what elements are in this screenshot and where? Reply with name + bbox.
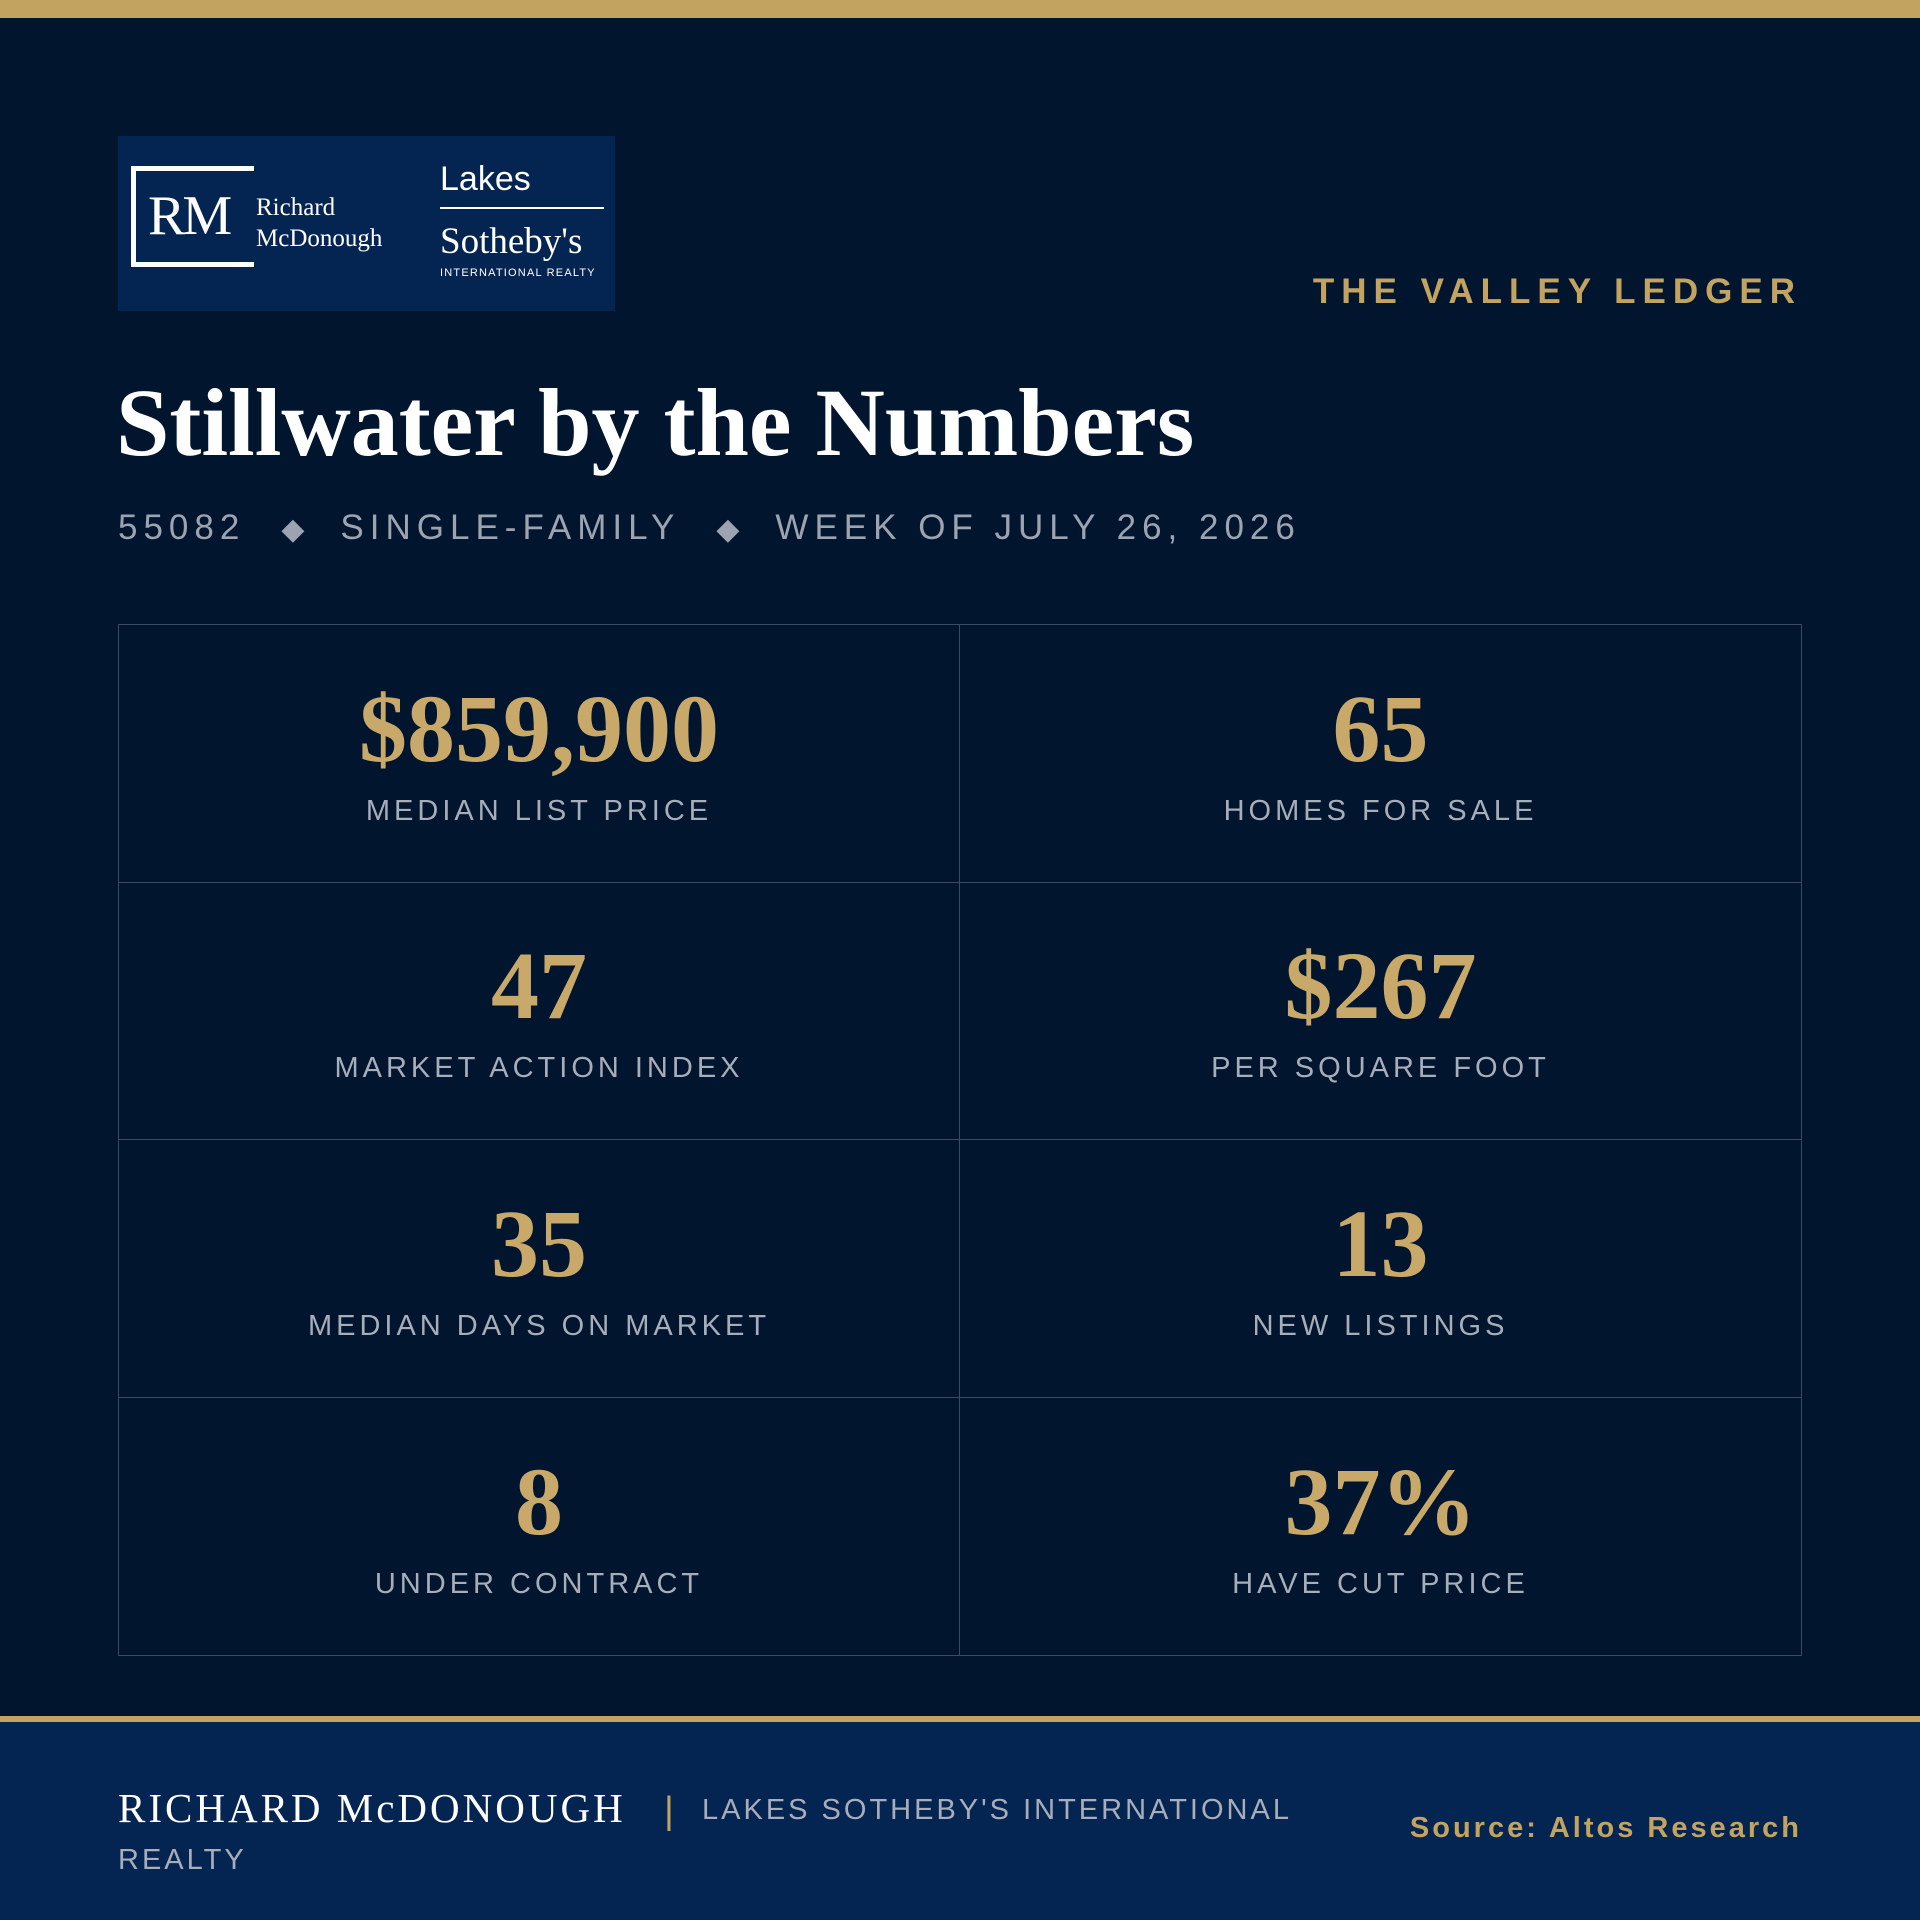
footer: RICHARD McDONOUGH | LAKES SOTHEBY'S INTE…	[0, 1716, 1920, 1920]
stat-new-listings: 13 NEW LISTINGS	[960, 1140, 1801, 1398]
stats-grid: $859,900 MEDIAN LIST PRICE 65 HOMES FOR …	[118, 624, 1802, 1656]
stat-homes-for-sale: 65 HOMES FOR SALE	[960, 625, 1801, 883]
subtitle-property-type: SINGLE-FAMILY	[340, 508, 681, 547]
stat-per-square-foot: $267 PER SQUARE FOOT	[960, 883, 1801, 1140]
footer-divider: |	[664, 1790, 674, 1832]
stat-label: MEDIAN DAYS ON MARKET	[307, 1309, 771, 1342]
stat-median-days-on-market: 35 MEDIAN DAYS ON MARKET	[119, 1140, 960, 1398]
stat-label: NEW LISTINGS	[1252, 1309, 1509, 1342]
stat-label: UNDER CONTRACT	[374, 1567, 704, 1600]
stat-value: 65	[1332, 674, 1429, 782]
brand-logo: RM Richard McDonough Lakes Sotheby's INT…	[118, 136, 615, 311]
rm-logo-name: Richard McDonough	[256, 192, 382, 254]
stat-have-cut-price: 37% HAVE CUT PRICE	[960, 1398, 1801, 1656]
subtitle-week: WEEK OF JULY 26, 2026	[775, 508, 1301, 547]
page-title: Stillwater by the Numbers	[116, 369, 1195, 476]
diamond-separator-icon: ◆	[716, 513, 740, 546]
stat-value: 13	[1332, 1189, 1429, 1297]
rm-monogram-frame	[131, 166, 254, 267]
stat-label: HAVE CUT PRICE	[1232, 1567, 1529, 1600]
stat-under-contract: 8 UNDER CONTRACT	[119, 1397, 960, 1655]
stat-value: $859,900	[359, 674, 719, 782]
subtitle-zip: 55082	[118, 508, 246, 547]
stat-value: 8	[515, 1447, 563, 1555]
footer-company-line2: REALTY	[118, 1844, 247, 1876]
stat-value: 47	[491, 932, 587, 1040]
stat-label: MEDIAN LIST PRICE	[365, 794, 713, 827]
stat-median-list-price: $859,900 MEDIAN LIST PRICE	[119, 625, 960, 883]
rm-logo-name-line1: Richard	[256, 194, 336, 221]
footer-company-line1: LAKES SOTHEBY'S INTERNATIONAL	[702, 1794, 1292, 1826]
stat-value: 37%	[1284, 1447, 1477, 1555]
stat-market-action-index: 47 MARKET ACTION INDEX	[119, 882, 960, 1140]
sothebys-logo-tagline: INTERNATIONAL REALTY	[440, 267, 596, 279]
diamond-separator-icon: ◆	[281, 513, 305, 546]
stat-label: PER SQUARE FOOT	[1211, 1052, 1550, 1085]
stat-value: 35	[491, 1189, 587, 1297]
stat-label: HOMES FOR SALE	[1223, 794, 1538, 827]
sothebys-logo-lakes: Lakes	[440, 160, 531, 198]
stat-label: MARKET ACTION INDEX	[334, 1052, 744, 1085]
sothebys-logo-wordmark: Sotheby's	[440, 221, 583, 262]
footer-agent-name: RICHARD McDONOUGH	[118, 1785, 626, 1831]
rm-logo-name-line2: McDonough	[256, 225, 383, 252]
subtitle: 55082 ◆ SINGLE-FAMILY ◆ WEEK OF JULY 26, 202…	[118, 508, 1301, 548]
sothebys-logo-rule	[440, 207, 604, 209]
footer-source: Source: Altos Research	[1409, 1812, 1802, 1844]
stat-value: $267	[1284, 932, 1477, 1040]
publication-masthead: THE VALLEY LEDGER	[1312, 272, 1802, 311]
top-accent-bar	[0, 0, 1920, 18]
rm-monogram: RM	[148, 185, 232, 247]
